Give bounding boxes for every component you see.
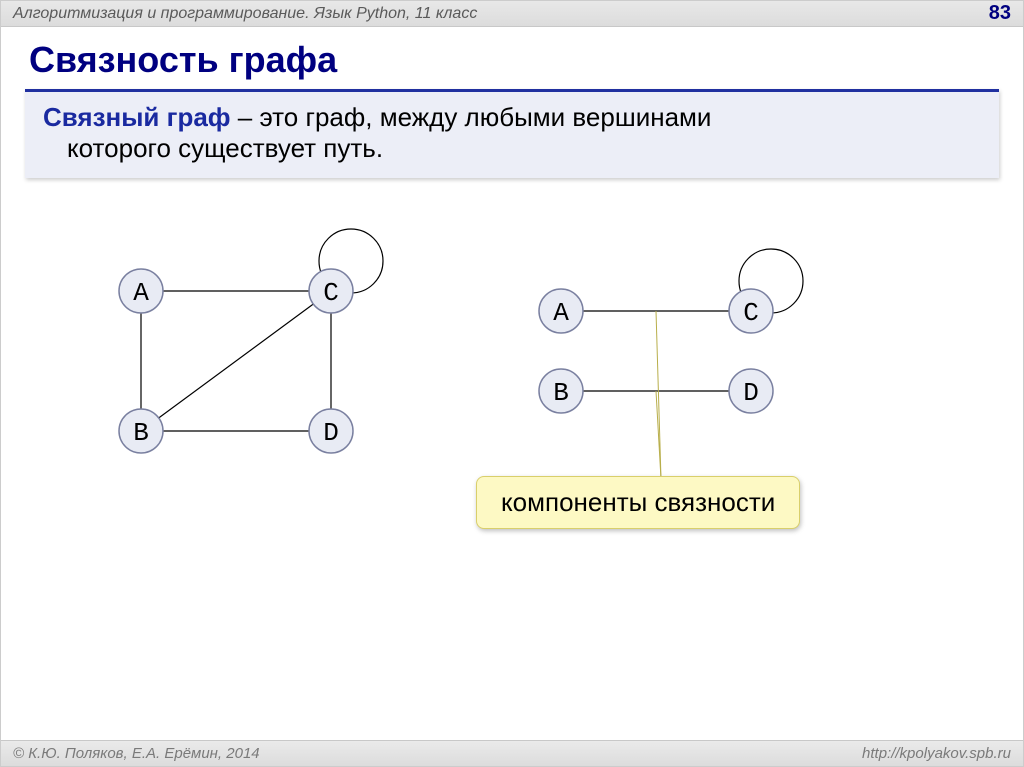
graph-node-label: A xyxy=(133,278,149,308)
definition-term: Связный граф xyxy=(43,102,231,132)
footer-url: http://kpolyakov.spb.ru xyxy=(862,745,1011,762)
graph-node-label: C xyxy=(323,278,339,308)
definition-box: Связный граф – это граф, между любыми ве… xyxy=(25,89,999,178)
copyright: © К.Ю. Поляков, Е.А. Ерёмин, 2014 xyxy=(13,745,260,762)
graph-connected: A C B D xyxy=(81,211,441,511)
slide-title: Связность графа xyxy=(1,27,1023,89)
page-number: 83 xyxy=(989,2,1011,25)
graph-node-label: D xyxy=(323,418,339,448)
definition-body1: – это граф, между любыми вершинами xyxy=(231,102,712,132)
callout-pointer-line xyxy=(656,311,661,479)
slide: Алгоритмизация и программирование. Язык … xyxy=(0,0,1024,767)
course-title: Алгоритмизация и программирование. Язык … xyxy=(13,5,477,23)
graph-edge xyxy=(141,291,331,431)
definition-line2: которого существует путь. xyxy=(43,133,981,164)
definition-line1: Связный граф – это граф, между любыми ве… xyxy=(43,102,981,133)
top-bar: Алгоритмизация и программирование. Язык … xyxy=(1,1,1023,27)
graph-area: A C B D A C B D компоненты связности xyxy=(1,201,1024,561)
footer-bar: © К.Ю. Поляков, Е.А. Ерёмин, 2014 http:/… xyxy=(1,740,1023,766)
callout-box: компоненты связности xyxy=(476,476,800,529)
graph-node-label: B xyxy=(133,418,149,448)
